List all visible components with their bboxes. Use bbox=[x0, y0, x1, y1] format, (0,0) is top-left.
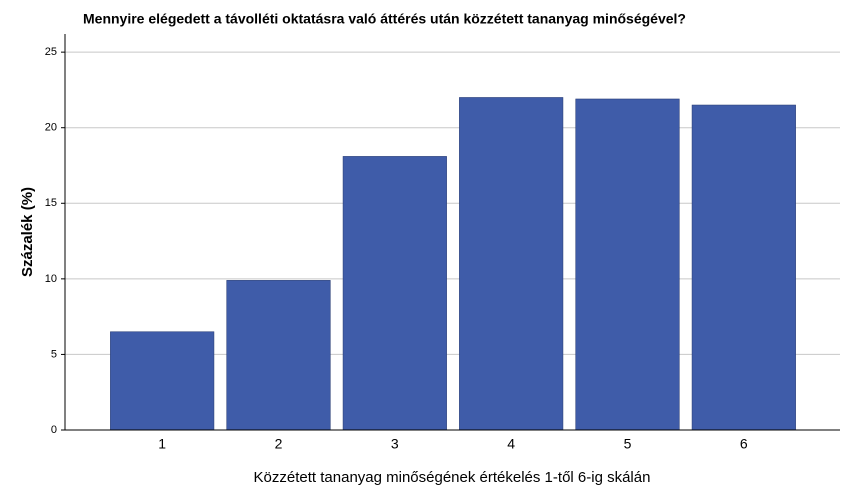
y-tick-label: 10 bbox=[45, 273, 57, 285]
bar bbox=[342, 156, 447, 431]
x-tick-label: 2 bbox=[275, 436, 283, 452]
bar bbox=[110, 331, 215, 431]
x-axis-label: Közzétett tananyag minőségének értékelés… bbox=[254, 469, 651, 486]
bar bbox=[691, 104, 796, 431]
x-tick-label: 3 bbox=[391, 436, 399, 452]
y-tick-label: 20 bbox=[45, 122, 57, 134]
y-tick-label: 5 bbox=[51, 348, 57, 360]
y-axis-label: Százalék (%) bbox=[19, 187, 36, 277]
y-tick-label: 0 bbox=[51, 424, 57, 436]
x-tick-label: 5 bbox=[624, 436, 632, 452]
x-tick-label: 6 bbox=[740, 436, 748, 452]
bar bbox=[226, 280, 331, 431]
x-tick-label: 1 bbox=[158, 436, 166, 452]
chart-title: Mennyire elégedett a távolléti oktatásra… bbox=[83, 11, 686, 27]
bar bbox=[459, 97, 564, 431]
y-tick-label: 15 bbox=[45, 197, 57, 209]
y-tick-label: 25 bbox=[45, 46, 57, 58]
bar bbox=[575, 98, 680, 431]
x-tick-label: 4 bbox=[507, 436, 515, 452]
